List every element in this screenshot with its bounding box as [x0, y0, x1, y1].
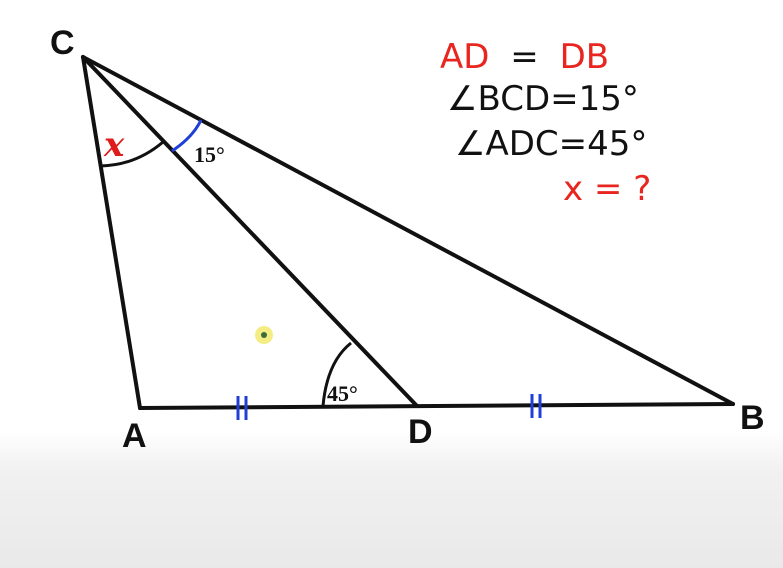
angle-adc-label: 45°: [327, 381, 358, 406]
angle-x-arc: [100, 140, 164, 168]
tick-mark-ad: [236, 396, 248, 420]
angle-adc-arc: [321, 341, 352, 407]
cursor-indicator: [255, 326, 273, 344]
given-conditions: AD = DB ∠BCD=15° ∠ADC=45° x = ?: [440, 37, 651, 209]
given-line-2: ∠BCD=15°: [447, 79, 639, 119]
vertex-label-a: A: [122, 417, 147, 455]
vertex-label-c: C: [50, 24, 75, 62]
vertex-label-b: B: [740, 399, 765, 437]
angle-bcd-arc: [171, 119, 203, 153]
side-ab: [138, 402, 735, 410]
given-ad: AD: [440, 37, 489, 77]
side-cb: [81, 55, 735, 406]
vertex-label-d: D: [408, 413, 433, 451]
side-ca: [81, 55, 142, 410]
segment-cd: [81, 55, 419, 408]
angle-x-label: x: [103, 125, 125, 165]
tick-mark-db: [530, 394, 542, 418]
given-line-3: ∠ADC=45°: [455, 124, 647, 164]
angle-bcd-label: 15°: [194, 142, 225, 167]
given-line-1: AD = DB: [440, 37, 609, 77]
given-db: DB: [560, 37, 610, 77]
given-line-4: x = ?: [563, 169, 651, 209]
given-equals: =: [510, 37, 539, 77]
